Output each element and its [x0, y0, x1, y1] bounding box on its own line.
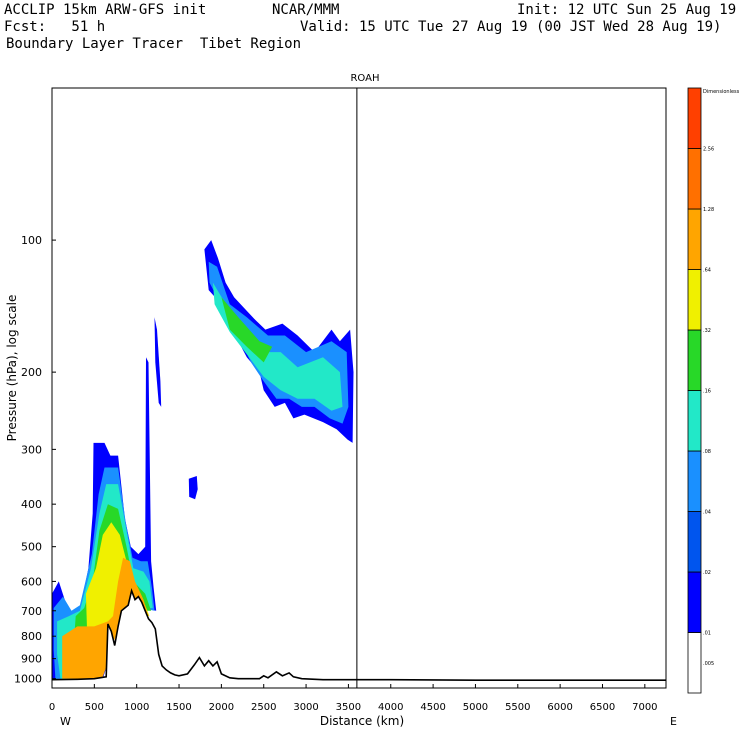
x-tick-label: 7000	[632, 702, 657, 713]
x-tick-label: 3000	[293, 702, 318, 713]
colorbar-label: 1.28	[703, 207, 714, 213]
tracer-fill-layer	[52, 240, 354, 679]
x-tick-label: 6500	[590, 702, 615, 713]
x-axis-title: Distance (km)	[320, 714, 404, 728]
colorbar-label: .64	[703, 268, 711, 274]
tracer-contour-level-4	[212, 282, 343, 411]
colorbar-swatch	[687, 208, 702, 270]
y-tick-label: 800	[21, 630, 42, 643]
x-tick-label: 500	[85, 702, 104, 713]
colorbar: .005 .01 .02 .04 .08 .16 .32 .64 1.28 2.56 Dimensi…	[687, 87, 740, 694]
y-tick-label: 600	[21, 575, 42, 588]
tracer-contour-level-7	[62, 557, 149, 679]
x-tick-label: 5500	[505, 702, 530, 713]
x-tick-label: 6000	[547, 702, 572, 713]
x-tick-label: 0	[49, 702, 55, 713]
colorbar-swatch	[687, 632, 702, 694]
x-tick-label: 4000	[378, 702, 403, 713]
x-axis: 0 500 1000 1500 2000 2500 3000 3500 4000 4500 5000…	[49, 684, 658, 713]
tracer-contour-level-1	[188, 476, 198, 500]
colorbar-swatch	[687, 87, 702, 149]
x-axis-east-label: E	[670, 715, 677, 728]
colorbar-swatch	[687, 390, 702, 452]
tracer-contour-level-5	[221, 297, 273, 363]
tracer-contour-level-1	[154, 317, 162, 407]
colorbar-label: Dimensionless	[703, 89, 740, 95]
colorbar-label: .01	[703, 631, 711, 637]
x-tick-label: 4500	[420, 702, 445, 713]
y-tick-label: 700	[21, 605, 42, 618]
colorbar-swatch	[687, 269, 702, 331]
x-tick-label: 1500	[166, 702, 191, 713]
y-tick-label: 200	[21, 366, 42, 379]
colorbar-label: 2.56	[703, 147, 714, 153]
terrain-outline	[51, 587, 666, 682]
colorbar-label: .08	[703, 449, 711, 455]
colorbar-swatch	[687, 450, 702, 512]
header-valid-time: Valid: 15 UTC Tue 27 Aug 19 (00 JST Wed …	[300, 19, 722, 35]
x-tick-label: 2000	[209, 702, 234, 713]
y-tick-label: 900	[21, 653, 42, 666]
header-field-name: Boundary Layer Tracer Tibet Region	[6, 36, 302, 52]
colorbar-label: .04	[703, 510, 711, 516]
colorbar-label: .02	[703, 570, 711, 576]
y-axis-title: Pressure (hPa), log scale	[5, 295, 19, 442]
y-axis: 100 200 300 400 500 600 700 800 900 1000	[14, 234, 56, 686]
colorbar-swatch	[687, 571, 702, 633]
header-model: ACCLIP 15km ARW-GFS init	[4, 2, 207, 18]
y-tick-label: 100	[21, 234, 42, 247]
x-axis-west-label: W	[60, 715, 71, 728]
x-tick-label: 3500	[336, 702, 361, 713]
colorbar-swatch	[687, 148, 702, 210]
colorbar-label: .32	[703, 328, 711, 334]
chart-title: ROAH	[350, 73, 379, 84]
header-init-time: Init: 12 UTC Sun 25 Aug 19	[517, 2, 737, 18]
y-tick-label: 300	[21, 443, 42, 456]
colorbar-label: .005	[703, 661, 714, 667]
colorbar-swatch	[687, 329, 702, 391]
header-forecast-hour: Fcst: 51 h	[4, 19, 106, 35]
y-tick-label: 400	[21, 498, 42, 511]
plot-frame	[51, 87, 667, 689]
y-tick-label: 500	[21, 541, 42, 554]
x-tick-label: 5000	[463, 702, 488, 713]
terrain-layer	[51, 587, 666, 688]
colorbar-label: .16	[703, 389, 711, 395]
x-tick-label: 2500	[251, 702, 276, 713]
header-center: NCAR/MMM	[272, 2, 340, 18]
terrain-fill	[52, 590, 666, 688]
y-tick-label: 1000	[14, 673, 42, 686]
colorbar-swatch	[687, 511, 702, 573]
x-tick-label: 1000	[124, 702, 149, 713]
